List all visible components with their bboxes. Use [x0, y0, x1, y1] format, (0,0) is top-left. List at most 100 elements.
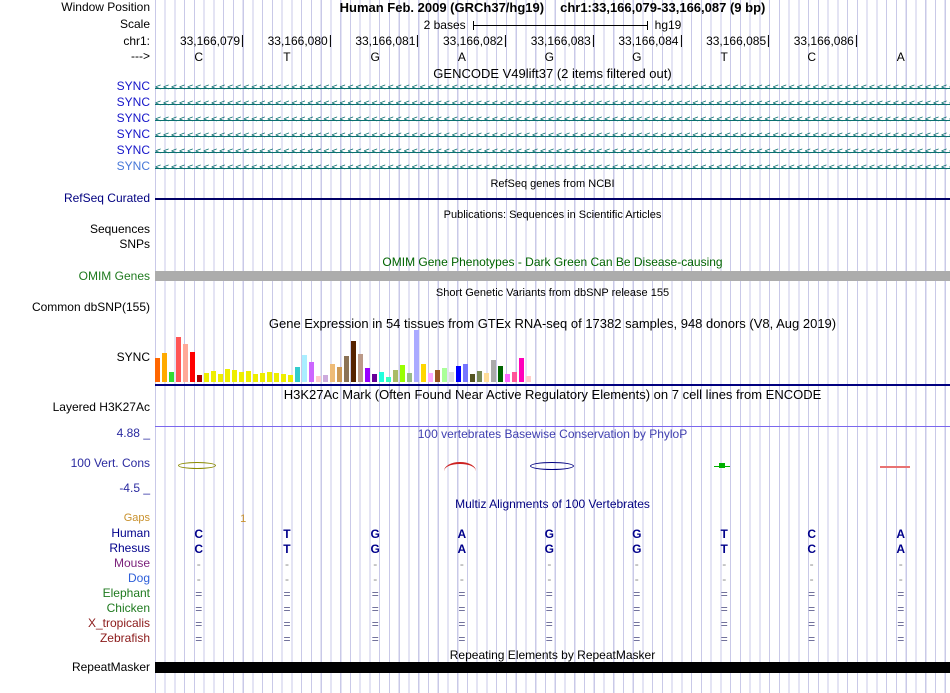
- alignment-cell[interactable]: T: [720, 527, 728, 541]
- gtex-bar[interactable]: [421, 364, 426, 382]
- conservation-row[interactable]: [155, 453, 950, 483]
- gtex-bar[interactable]: [176, 337, 181, 382]
- alignment-cell[interactable]: -: [898, 572, 903, 586]
- alignment-cell[interactable]: G: [370, 527, 380, 541]
- alignment-cell[interactable]: =: [545, 617, 553, 631]
- gtex-bar[interactable]: [246, 371, 251, 382]
- common-dbsnp-label[interactable]: Common dbSNP(155): [31, 300, 150, 314]
- repeatmasker-label[interactable]: RepeatMasker: [71, 660, 150, 674]
- refseq-curated-label[interactable]: RefSeq Curated: [63, 191, 150, 205]
- alignment-cell[interactable]: A: [457, 542, 467, 556]
- gtex-bar[interactable]: [393, 370, 398, 382]
- alignment-cell[interactable]: =: [283, 632, 291, 646]
- gtex-bar[interactable]: [274, 373, 279, 382]
- gtex-bar[interactable]: [414, 330, 419, 382]
- gtex-bar[interactable]: [400, 365, 405, 382]
- alignment-cell[interactable]: =: [633, 602, 641, 616]
- gtex-bar[interactable]: [260, 373, 265, 382]
- alignment-cell[interactable]: C: [194, 542, 204, 556]
- alignment-cell[interactable]: =: [371, 587, 379, 601]
- alignment-cell[interactable]: -: [547, 572, 552, 586]
- gtex-bar[interactable]: [379, 372, 384, 382]
- gtex-bar[interactable]: [519, 358, 524, 382]
- gencode-transcript-line[interactable]: <<<<<<<<<<<<<<<<<<<<<<<<<<<<<<<<<<<<<<<<…: [155, 160, 950, 176]
- gtex-bar[interactable]: [169, 372, 174, 382]
- alignment-cell[interactable]: =: [633, 632, 641, 646]
- species-label-zebrafish[interactable]: Zebrafish: [99, 631, 150, 645]
- species-row[interactable]: ---------: [155, 557, 950, 572]
- alignment-cell[interactable]: -: [373, 557, 378, 571]
- alignment-cell[interactable]: =: [720, 617, 728, 631]
- species-label-human[interactable]: Human: [111, 526, 150, 540]
- gtex-bar[interactable]: [239, 372, 244, 382]
- alignment-cell[interactable]: =: [371, 602, 379, 616]
- species-row[interactable]: ---------: [155, 572, 950, 587]
- gtex-bar[interactable]: [197, 375, 202, 382]
- alignment-cell[interactable]: -: [373, 572, 378, 586]
- gencode-transcript-line[interactable]: <<<<<<<<<<<<<<<<<<<<<<<<<<<<<<<<<<<<<<<<…: [155, 128, 950, 144]
- alignment-cell[interactable]: -: [196, 557, 201, 571]
- alignment-cell[interactable]: =: [720, 632, 728, 646]
- alignment-cell[interactable]: =: [808, 632, 816, 646]
- alignment-cell[interactable]: =: [720, 602, 728, 616]
- gtex-bar[interactable]: [204, 373, 209, 382]
- alignment-cell[interactable]: =: [195, 587, 203, 601]
- gtex-bar[interactable]: [337, 367, 342, 382]
- alignment-cell[interactable]: -: [634, 572, 639, 586]
- species-label-dog[interactable]: Dog: [127, 571, 150, 585]
- gtex-bar[interactable]: [386, 377, 391, 382]
- alignment-cell[interactable]: =: [458, 632, 466, 646]
- alignment-cell[interactable]: -: [634, 557, 639, 571]
- gtex-item-label[interactable]: SYNC: [116, 350, 150, 364]
- gencode-item-label[interactable]: SYNC: [116, 127, 150, 141]
- gtex-bar[interactable]: [302, 355, 307, 382]
- gtex-bar[interactable]: [526, 376, 531, 382]
- alignment-cell[interactable]: =: [720, 587, 728, 601]
- alignment-cell[interactable]: G: [632, 542, 642, 556]
- layered-h3k27ac-label[interactable]: Layered H3K27Ac: [52, 400, 150, 414]
- alignment-cell[interactable]: =: [283, 602, 291, 616]
- gtex-bar[interactable]: [344, 356, 349, 382]
- gtex-bar[interactable]: [358, 354, 363, 382]
- gaps-label[interactable]: Gaps: [123, 512, 150, 524]
- alignment-cell[interactable]: =: [545, 587, 553, 601]
- gtex-bar[interactable]: [470, 374, 475, 382]
- gtex-bar[interactable]: [218, 374, 223, 382]
- gtex-bar[interactable]: [365, 368, 370, 382]
- alignment-cell[interactable]: -: [898, 557, 903, 571]
- alignment-cell[interactable]: T: [720, 542, 728, 556]
- alignment-cell[interactable]: G: [632, 527, 642, 541]
- gtex-bar[interactable]: [155, 358, 160, 382]
- gtex-bar[interactable]: [288, 375, 293, 382]
- alignment-cell[interactable]: -: [284, 572, 289, 586]
- alignment-cell[interactable]: =: [458, 587, 466, 601]
- alignment-cell[interactable]: =: [195, 632, 203, 646]
- alignment-cell[interactable]: =: [808, 602, 816, 616]
- alignment-cell[interactable]: G: [544, 542, 554, 556]
- snps-label[interactable]: SNPs: [119, 237, 150, 251]
- conservation-mark[interactable]: [178, 462, 217, 469]
- conservation-track-label[interactable]: 100 Vert. Cons: [70, 456, 150, 470]
- alignment-cell[interactable]: A: [457, 527, 467, 541]
- alignment-cell[interactable]: =: [808, 617, 816, 631]
- species-row[interactable]: = = = = = = = = =: [155, 602, 950, 617]
- gtex-bar[interactable]: [253, 374, 258, 382]
- gencode-transcript-line[interactable]: <<<<<<<<<<<<<<<<<<<<<<<<<<<<<<<<<<<<<<<<…: [155, 112, 950, 128]
- gtex-bar[interactable]: [512, 372, 517, 382]
- alignment-cell[interactable]: =: [371, 632, 379, 646]
- gtex-bar[interactable]: [211, 371, 216, 382]
- alignment-cell[interactable]: =: [808, 587, 816, 601]
- conservation-mark[interactable]: [718, 463, 725, 468]
- gtex-bar[interactable]: [498, 366, 503, 382]
- omim-gene-bar[interactable]: [155, 271, 950, 281]
- gencode-item-label[interactable]: SYNC: [116, 143, 150, 157]
- refseq-curated-line[interactable]: [155, 198, 950, 200]
- alignment-cell[interactable]: -: [459, 557, 464, 571]
- alignment-cell[interactable]: =: [897, 587, 905, 601]
- gtex-bar[interactable]: [330, 364, 335, 382]
- species-row[interactable]: = = = = = = = = =: [155, 587, 950, 602]
- gtex-bar[interactable]: [449, 372, 454, 382]
- gencode-item-label[interactable]: SYNC: [116, 111, 150, 125]
- alignment-cell[interactable]: T: [283, 542, 291, 556]
